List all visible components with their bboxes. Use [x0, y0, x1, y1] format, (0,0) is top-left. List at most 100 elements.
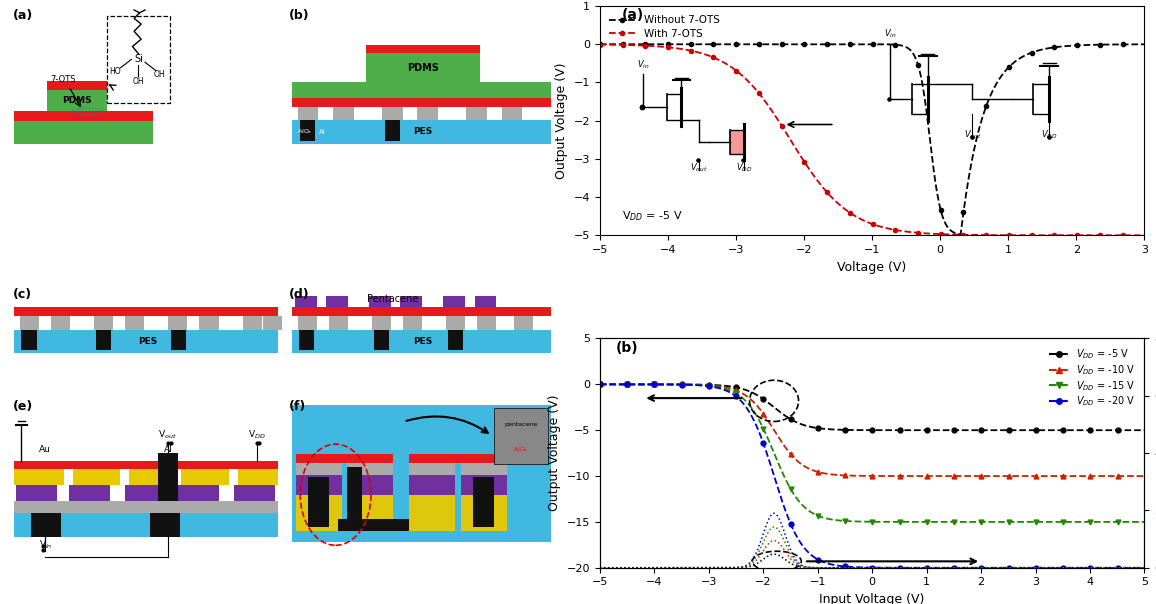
Text: PES: PES	[138, 337, 157, 346]
With 7-OTS	[839, 207, 853, 214]
Text: PDMS: PDMS	[407, 63, 439, 73]
Bar	[309, 477, 329, 527]
Bar	[238, 469, 279, 485]
Bar	[20, 315, 39, 330]
Without 7-OTS	[953, 231, 966, 238]
Bar	[96, 330, 111, 350]
Bar	[178, 485, 218, 501]
Bar	[14, 111, 153, 121]
Bar	[128, 469, 168, 485]
With 7-OTS	[914, 230, 928, 237]
Bar	[328, 315, 348, 330]
Text: (a): (a)	[13, 9, 32, 22]
Without 7-OTS	[1003, 62, 1017, 69]
Text: AlO$_x$: AlO$_x$	[513, 445, 528, 454]
Without 7-OTS	[689, 40, 703, 48]
Text: V$_{in}$: V$_{in}$	[38, 538, 52, 551]
Bar	[95, 315, 113, 330]
Bar	[477, 315, 496, 330]
Text: Si: Si	[134, 54, 143, 65]
Line: With 7-OTS: With 7-OTS	[598, 42, 1147, 237]
Line: Without 7-OTS: Without 7-OTS	[598, 42, 1147, 236]
Bar	[16, 485, 57, 501]
FancyBboxPatch shape	[106, 16, 170, 103]
Text: PDMS: PDMS	[62, 96, 91, 105]
Without 7-OTS	[957, 202, 971, 209]
Text: Al: Al	[319, 129, 325, 135]
Bar	[292, 82, 550, 98]
Bar	[301, 120, 316, 141]
Bar	[333, 106, 354, 120]
Bar	[47, 90, 106, 111]
Text: HO: HO	[109, 67, 121, 76]
Bar	[297, 106, 318, 120]
Bar	[444, 296, 465, 307]
With 7-OTS	[956, 231, 970, 239]
Text: (b): (b)	[289, 9, 310, 22]
Text: Au: Au	[39, 445, 51, 454]
Text: (e): (e)	[13, 400, 32, 413]
Bar	[14, 307, 279, 315]
Bar	[381, 106, 402, 120]
Bar	[292, 120, 550, 144]
Legend: $V_{DD}$ = -5 V, $V_{DD}$ = -10 V, $V_{DD}$ = -15 V, $V_{DD}$ = -20 V: $V_{DD}$ = -5 V, $V_{DD}$ = -10 V, $V_{D…	[1045, 343, 1140, 412]
Bar	[365, 45, 480, 53]
Without 7-OTS	[839, 40, 853, 48]
Bar	[474, 296, 496, 307]
Text: (c): (c)	[13, 288, 31, 301]
Bar	[402, 315, 422, 330]
Legend: Without 7-OTS, With 7-OTS: Without 7-OTS, With 7-OTS	[605, 11, 724, 43]
Bar	[299, 330, 314, 350]
Bar	[409, 475, 455, 495]
Bar	[513, 315, 533, 330]
Bar	[296, 495, 342, 532]
Bar	[373, 330, 390, 350]
Bar	[14, 501, 279, 513]
Bar	[243, 315, 262, 330]
Bar	[296, 454, 393, 463]
Bar	[125, 315, 143, 330]
Bar	[466, 106, 487, 120]
Bar	[157, 452, 178, 501]
Bar	[264, 315, 282, 330]
Bar	[14, 121, 153, 144]
With 7-OTS	[593, 41, 607, 48]
Text: Al: Al	[163, 445, 172, 454]
Bar	[417, 106, 438, 120]
With 7-OTS	[733, 70, 747, 77]
Bar	[234, 485, 275, 501]
Text: (f): (f)	[289, 400, 306, 413]
Text: (d): (d)	[289, 288, 310, 301]
Bar	[200, 315, 218, 330]
Bar	[409, 495, 455, 532]
Bar	[296, 463, 342, 475]
Bar	[30, 506, 60, 537]
With 7-OTS	[1138, 232, 1151, 239]
Y-axis label: Output Voltage (V): Output Voltage (V)	[548, 395, 561, 512]
Text: Pentacene: Pentacene	[368, 294, 418, 304]
With 7-OTS	[689, 48, 703, 56]
Bar	[292, 307, 550, 315]
Bar	[14, 513, 279, 537]
Bar	[297, 315, 317, 330]
With 7-OTS	[1003, 231, 1017, 239]
Bar	[347, 467, 362, 528]
Text: OH: OH	[154, 70, 165, 79]
Bar	[68, 485, 110, 501]
Bar	[14, 330, 279, 353]
Text: V$_{DD}$: V$_{DD}$	[247, 429, 266, 442]
Text: PES: PES	[413, 337, 432, 346]
Bar	[447, 330, 464, 350]
Bar	[502, 106, 523, 120]
Bar	[47, 81, 106, 90]
Without 7-OTS	[733, 40, 747, 48]
Bar	[370, 296, 391, 307]
Text: pentacene: pentacene	[504, 422, 538, 427]
Bar	[446, 315, 465, 330]
Bar	[73, 469, 120, 485]
Bar	[292, 98, 550, 106]
Bar	[150, 506, 180, 537]
Text: OH: OH	[133, 77, 144, 86]
Bar	[292, 330, 550, 353]
Text: V$_{out}$: V$_{out}$	[158, 429, 177, 442]
